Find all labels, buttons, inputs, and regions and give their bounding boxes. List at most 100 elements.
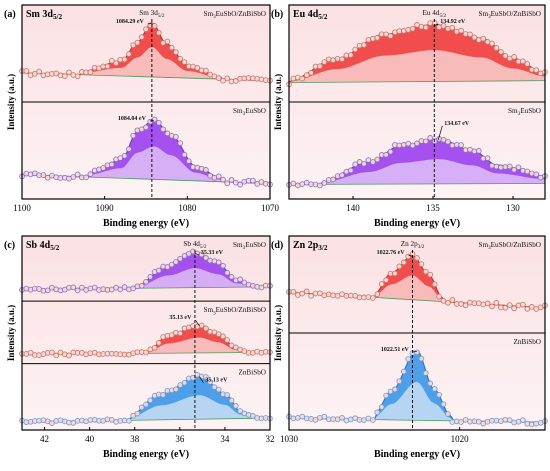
data-point (232, 78, 239, 84)
plot-frame (288, 4, 546, 200)
data-point (414, 349, 420, 356)
data-point (520, 417, 526, 423)
data-point (220, 262, 226, 269)
subplot-c-2: Sm3EuSbO/ZnBiSbO 35.13 eV (19, 300, 273, 359)
data-point (498, 49, 504, 55)
x-axis-label: Binding energy (eV) (103, 218, 189, 229)
data-point (66, 69, 72, 76)
data-point (392, 386, 398, 393)
data-point (431, 281, 438, 288)
data-point (458, 27, 464, 34)
x-tick-label: 36 (175, 434, 185, 444)
data-point (502, 304, 509, 311)
x-tick-label: 1020 (451, 434, 470, 444)
peak-arrow (434, 23, 439, 26)
data-point (493, 299, 500, 306)
component-area-main (22, 22, 270, 81)
component-area-main (289, 350, 545, 423)
component-area-light (289, 50, 545, 83)
y-axis-label: Intensity (a.u.) (273, 74, 283, 130)
data-point (321, 180, 328, 186)
data-point (506, 163, 513, 170)
data-point (83, 174, 89, 181)
peak-value-label: 1022.51 eV (381, 347, 410, 353)
data-point (220, 333, 226, 340)
data-point (339, 56, 345, 63)
x-tick-label: 42 (40, 434, 49, 444)
data-point (143, 26, 149, 33)
data-point (361, 42, 367, 48)
data-point (506, 417, 513, 423)
data-point (126, 51, 132, 57)
data-point (440, 23, 447, 29)
sample-label: ZnBiSbO (513, 338, 541, 346)
data-point (198, 251, 205, 258)
data-point (374, 291, 381, 297)
data-point (155, 340, 162, 346)
data-point (400, 368, 407, 375)
subplot-a-2: Sm3EuSbO 1084.04 eV (19, 101, 273, 188)
data-point (303, 72, 310, 78)
subplot-d-2: ZnBiSbO 1022.51 eV (286, 332, 548, 428)
data-point (224, 337, 231, 343)
component-area-main (22, 375, 270, 422)
panel-label: (d) (271, 240, 283, 251)
data-point (524, 420, 531, 427)
data-point (130, 42, 137, 49)
data-point (177, 382, 184, 388)
panel-label: (a) (4, 9, 16, 20)
data-point (155, 119, 162, 126)
component-area-light (289, 275, 545, 308)
data-point (489, 303, 495, 310)
data-point (143, 124, 149, 131)
data-point (164, 264, 171, 270)
data-point (49, 420, 55, 426)
data-point (74, 171, 81, 178)
data-point (87, 69, 94, 75)
data-point (53, 352, 60, 359)
data-point (74, 287, 81, 294)
data-point (215, 331, 222, 338)
data-point (224, 180, 231, 187)
data-point (317, 63, 323, 70)
data-point (449, 297, 456, 303)
x-tick-label: 1070 (261, 203, 280, 213)
data-point (228, 177, 235, 183)
data-point (168, 261, 175, 268)
data-point (147, 397, 154, 404)
data-point (422, 370, 429, 376)
component-area-light (22, 47, 270, 81)
data-point (173, 134, 179, 140)
x-tick-label: 38 (130, 434, 140, 444)
data-point (493, 163, 500, 170)
data-point (237, 181, 243, 188)
data-point (126, 417, 132, 424)
data-point (361, 160, 367, 167)
data-point (181, 59, 188, 65)
data-point (374, 34, 381, 41)
data-point (445, 411, 451, 417)
data-point (347, 167, 354, 174)
data-point (347, 52, 354, 58)
panel-label: (b) (271, 9, 283, 20)
data-point (160, 126, 166, 133)
data-point (317, 182, 323, 189)
data-point (418, 261, 425, 267)
data-point (215, 173, 222, 180)
y-axis-label: Intensity (a.u.) (273, 305, 283, 361)
data-point (365, 294, 372, 300)
data-point (445, 299, 451, 306)
data-point (74, 73, 81, 80)
x-tick-label: 1090 (96, 203, 115, 213)
data-point (370, 159, 376, 165)
background-line (288, 183, 546, 185)
data-point (387, 33, 394, 39)
data-point (290, 288, 297, 295)
data-point (185, 158, 192, 164)
plot-frame (21, 4, 271, 200)
data-point (228, 397, 235, 404)
data-point (168, 332, 175, 338)
